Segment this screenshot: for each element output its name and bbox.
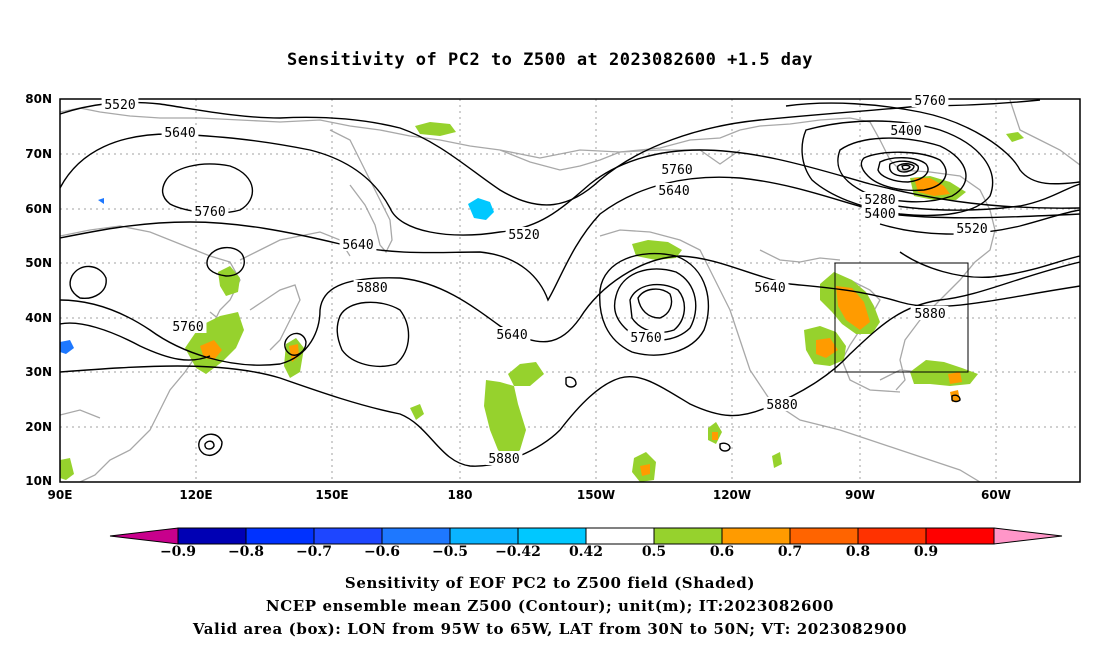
lon-label: 150E — [315, 488, 349, 502]
contour-label-bg — [861, 206, 899, 220]
contour-label-bg — [505, 227, 543, 241]
contour-label: 5760 — [661, 163, 692, 178]
contour-label: 5880 — [766, 398, 797, 413]
contour-label-bg — [751, 280, 789, 294]
contour-label-bg — [655, 183, 693, 197]
contour-label: 5400 — [864, 207, 895, 222]
colorbar-label: 0.9 — [913, 544, 939, 560]
contour-label-bg — [493, 327, 531, 341]
lat-label: 60N — [25, 202, 52, 216]
map-grid — [60, 99, 1080, 482]
colorbar-segment — [789, 527, 859, 545]
colorbar-segment — [925, 527, 995, 545]
colorbar-label: 0.6 — [709, 544, 735, 560]
lat-label: 10N — [25, 474, 52, 488]
valid-area-box — [834, 262, 969, 373]
colorbar-label: −0.8 — [227, 544, 265, 560]
colorbar-segment — [653, 527, 723, 545]
colorbar-arrow-left — [109, 527, 179, 545]
contour-label-bg — [101, 97, 139, 111]
contour-label-bg — [485, 451, 523, 465]
map-frame — [59, 98, 1081, 483]
colorbar-segment — [857, 527, 927, 545]
contour-label-bg — [191, 204, 229, 218]
contour-label-bg — [161, 125, 199, 139]
contour-label: 5640 — [496, 328, 527, 343]
colorbar-label: 0.7 — [777, 544, 803, 560]
contour-label: 5520 — [956, 222, 987, 237]
contour-label: 5520 — [508, 228, 539, 243]
contour-label-bg — [861, 192, 899, 206]
contour-label: 5640 — [164, 126, 195, 141]
contour-label: 5640 — [754, 281, 785, 296]
contour-label: 5760 — [630, 331, 661, 346]
colorbar-label: −0.9 — [159, 544, 197, 560]
colorbar-arrow-right — [993, 527, 1063, 545]
contour-label-bg — [169, 319, 207, 333]
lat-label: 30N — [25, 365, 52, 379]
contour-label-bg — [339, 237, 377, 251]
lon-label: 90W — [845, 488, 875, 502]
colorbar-segment — [245, 527, 315, 545]
contour-label: 5520 — [104, 98, 135, 113]
contour-label-bg — [353, 280, 391, 294]
colorbar-segment — [177, 527, 247, 545]
colorbar-segment — [381, 527, 451, 545]
colorbar-segment — [517, 527, 587, 545]
contour-label: 5760 — [194, 205, 225, 220]
contour-label: 5880 — [488, 452, 519, 467]
colorbar-segment — [449, 527, 519, 545]
lat-label: 80N — [25, 92, 52, 106]
caption-line-2: NCEP ensemble mean Z500 (Contour); unit(… — [265, 597, 835, 615]
contour-label: 5760 — [172, 320, 203, 335]
colorbar — [109, 527, 1063, 545]
lat-label: 20N — [25, 420, 52, 434]
contour-label: 5640 — [658, 184, 689, 199]
map-title: Sensitivity of PC2 to Z500 at 2023082600… — [286, 50, 813, 70]
contour-label-bg — [887, 123, 925, 137]
contour-label: 5640 — [342, 238, 373, 253]
z500-contours — [60, 99, 1080, 467]
colorbar-segment — [313, 527, 383, 545]
colorbar-segment — [721, 527, 791, 545]
colorbar-label: 0.8 — [845, 544, 871, 560]
lon-label: 60W — [981, 488, 1011, 502]
contour-label: 5880 — [356, 281, 387, 296]
colorbar-label: 0.5 — [641, 544, 667, 560]
contour-label: 5880 — [914, 307, 945, 322]
contour-label: 5400 — [890, 124, 921, 139]
colorbar-segment — [585, 527, 655, 545]
lon-label: 120E — [179, 488, 213, 502]
lat-label: 50N — [25, 256, 52, 270]
colorbar-label: −0.42 — [495, 544, 541, 560]
sensitivity-shading — [60, 122, 1024, 482]
colorbar-label: −0.6 — [363, 544, 401, 560]
lat-label: 70N — [25, 147, 52, 161]
contour-label-bg — [911, 306, 949, 320]
contour-label-bg — [658, 162, 696, 176]
caption-line-1: Sensitivity of EOF PC2 to Z500 field (Sh… — [344, 574, 756, 592]
contour-label-bg — [763, 397, 801, 411]
contour-label-bg — [911, 93, 949, 107]
lon-label: 90E — [47, 488, 73, 502]
lat-label: 40N — [25, 311, 52, 325]
contour-label-bg — [627, 330, 665, 344]
coastlines — [60, 99, 1080, 482]
colorbar-label: −0.7 — [295, 544, 333, 560]
contour-labels: 5520 5640 5760 5640 5880 5760 5520 5640 5760 5880… — [101, 93, 991, 467]
lon-label: 120W — [712, 488, 752, 502]
caption-line-3: Valid area (box): LON from 95W to 65W, L… — [192, 620, 908, 638]
contour-label: 5280 — [864, 193, 895, 208]
contour-label-bg — [953, 221, 991, 235]
lon-label: 180 — [447, 488, 473, 502]
colorbar-label: −0.5 — [431, 544, 469, 560]
lon-label: 150W — [576, 488, 616, 502]
colorbar-label: 0.42 — [568, 544, 604, 560]
contour-label: 5760 — [914, 94, 945, 109]
